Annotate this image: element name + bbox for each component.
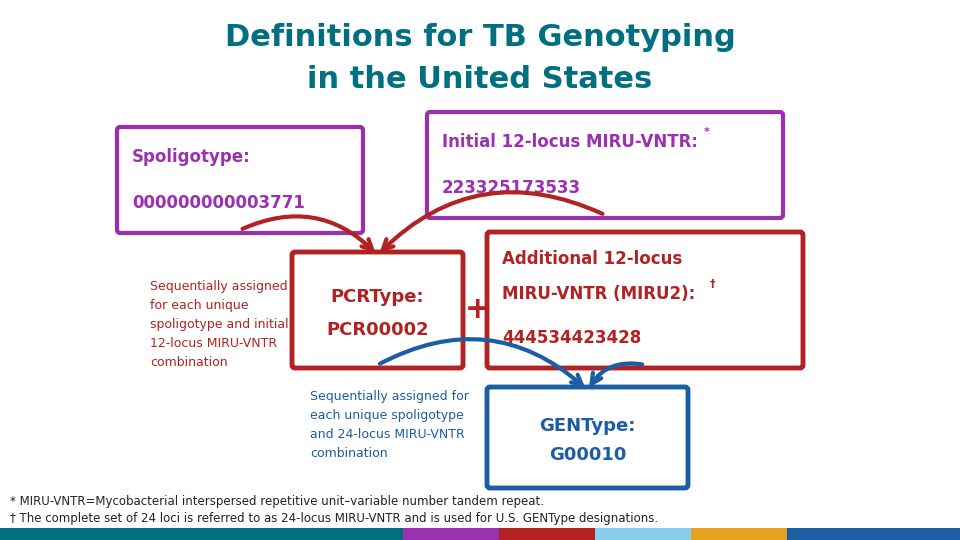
Text: Sequentially assigned
for each unique
spoligotype and initial
12-locus MIRU-VNTR: Sequentially assigned for each unique sp… (150, 280, 289, 369)
FancyBboxPatch shape (292, 252, 463, 368)
Bar (595, 528, 691, 540)
Text: Sequentially assigned for
each unique spoligotype
and 24-locus MIRU-VNTR
combina: Sequentially assigned for each unique sp… (310, 390, 468, 460)
FancyBboxPatch shape (117, 127, 363, 233)
Bar (691, 528, 787, 540)
Bar (499, 528, 595, 540)
Text: MIRU-VNTR (MIRU2):: MIRU-VNTR (MIRU2): (502, 285, 695, 303)
Text: in the United States: in the United States (307, 65, 653, 94)
Bar (0, 528, 403, 540)
Text: GENType:: GENType: (540, 417, 636, 435)
Text: Definitions for TB Genotyping: Definitions for TB Genotyping (225, 24, 735, 52)
Text: † The complete set of 24 loci is referred to as 24-locus MIRU-VNTR and is used f: † The complete set of 24 loci is referre… (10, 512, 659, 525)
Text: +: + (466, 295, 491, 325)
Text: 000000000003771: 000000000003771 (132, 194, 305, 212)
Text: G00010: G00010 (549, 446, 626, 464)
Text: 223325173533: 223325173533 (442, 179, 581, 197)
FancyBboxPatch shape (487, 232, 803, 368)
Bar (403, 528, 499, 540)
Text: †: † (710, 279, 715, 289)
Text: * MIRU-VNTR=Mycobacterial interspersed repetitive unit–variable number tandem re: * MIRU-VNTR=Mycobacterial interspersed r… (10, 495, 544, 508)
Text: PCR00002: PCR00002 (326, 321, 429, 339)
Text: Additional 12-locus: Additional 12-locus (502, 250, 683, 268)
Text: Initial 12-locus MIRU-VNTR:: Initial 12-locus MIRU-VNTR: (442, 133, 698, 151)
FancyBboxPatch shape (427, 112, 783, 218)
Text: PCRType:: PCRType: (330, 288, 424, 306)
Text: *: * (704, 127, 709, 137)
Text: 444534423428: 444534423428 (502, 329, 641, 347)
Bar (787, 528, 960, 540)
FancyBboxPatch shape (487, 387, 688, 488)
Text: Spoligotype:: Spoligotype: (132, 148, 251, 166)
